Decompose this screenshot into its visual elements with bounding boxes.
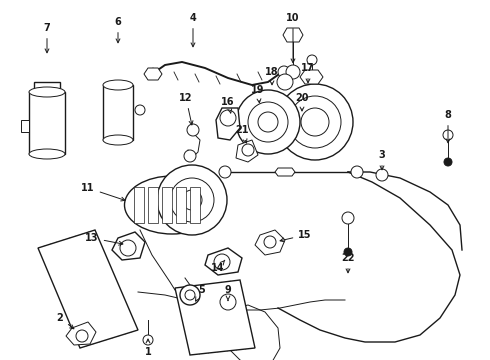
- Polygon shape: [300, 70, 323, 84]
- Circle shape: [301, 108, 329, 136]
- Polygon shape: [175, 280, 255, 355]
- Text: 19: 19: [251, 85, 265, 103]
- Circle shape: [182, 190, 202, 210]
- Polygon shape: [283, 28, 303, 42]
- Text: 11: 11: [81, 183, 125, 201]
- Text: 12: 12: [179, 93, 193, 125]
- Circle shape: [219, 166, 231, 178]
- Polygon shape: [38, 230, 138, 348]
- Polygon shape: [21, 120, 29, 132]
- Text: 4: 4: [190, 13, 196, 47]
- Circle shape: [277, 84, 353, 160]
- Text: 15: 15: [280, 230, 312, 242]
- Bar: [134, 187, 144, 223]
- Circle shape: [342, 212, 354, 224]
- Circle shape: [170, 178, 214, 222]
- Circle shape: [277, 74, 293, 90]
- Circle shape: [286, 65, 300, 79]
- Bar: [29, 92, 65, 154]
- Circle shape: [289, 96, 341, 148]
- Bar: [148, 187, 158, 223]
- Text: 8: 8: [444, 110, 451, 143]
- Text: 7: 7: [44, 23, 50, 53]
- Circle shape: [180, 285, 200, 305]
- Text: 3: 3: [379, 150, 385, 170]
- Text: 2: 2: [57, 313, 74, 329]
- Text: 9: 9: [224, 285, 231, 301]
- Text: 16: 16: [221, 97, 235, 113]
- Circle shape: [443, 130, 453, 140]
- Text: 5: 5: [196, 285, 205, 301]
- Bar: [162, 187, 172, 223]
- Text: 13: 13: [85, 233, 123, 245]
- Circle shape: [278, 66, 290, 78]
- Circle shape: [184, 150, 196, 162]
- Circle shape: [220, 294, 236, 310]
- Circle shape: [220, 110, 236, 126]
- Circle shape: [157, 165, 227, 235]
- Text: 21: 21: [235, 125, 249, 143]
- Polygon shape: [236, 140, 258, 162]
- Polygon shape: [275, 168, 295, 176]
- Text: 1: 1: [145, 339, 151, 357]
- Ellipse shape: [29, 87, 65, 97]
- Polygon shape: [255, 230, 285, 255]
- Circle shape: [264, 236, 276, 248]
- Polygon shape: [66, 322, 96, 345]
- Circle shape: [120, 240, 136, 256]
- Bar: [103, 85, 133, 140]
- Ellipse shape: [29, 149, 65, 159]
- Circle shape: [135, 105, 145, 115]
- Polygon shape: [216, 108, 240, 140]
- Bar: [34, 82, 60, 94]
- Ellipse shape: [103, 80, 133, 90]
- Text: 6: 6: [115, 17, 122, 43]
- Circle shape: [236, 90, 300, 154]
- Circle shape: [214, 254, 230, 270]
- Circle shape: [444, 158, 452, 166]
- Polygon shape: [205, 248, 242, 275]
- Circle shape: [248, 102, 288, 142]
- Ellipse shape: [103, 135, 133, 145]
- Text: 20: 20: [295, 93, 309, 111]
- Text: 17: 17: [301, 63, 315, 83]
- Circle shape: [351, 166, 363, 178]
- Circle shape: [185, 290, 195, 300]
- Circle shape: [242, 144, 254, 156]
- Circle shape: [143, 335, 153, 345]
- Text: 22: 22: [341, 253, 355, 273]
- Circle shape: [307, 55, 317, 65]
- Circle shape: [76, 330, 88, 342]
- Ellipse shape: [124, 176, 220, 234]
- Circle shape: [258, 112, 278, 132]
- Circle shape: [187, 124, 199, 136]
- Polygon shape: [144, 68, 162, 80]
- Circle shape: [344, 248, 352, 256]
- Text: 18: 18: [265, 67, 279, 85]
- Circle shape: [376, 169, 388, 181]
- Bar: [190, 187, 200, 223]
- Text: 14: 14: [211, 260, 225, 273]
- Bar: [176, 187, 186, 223]
- Text: 10: 10: [286, 13, 300, 63]
- Polygon shape: [112, 232, 145, 260]
